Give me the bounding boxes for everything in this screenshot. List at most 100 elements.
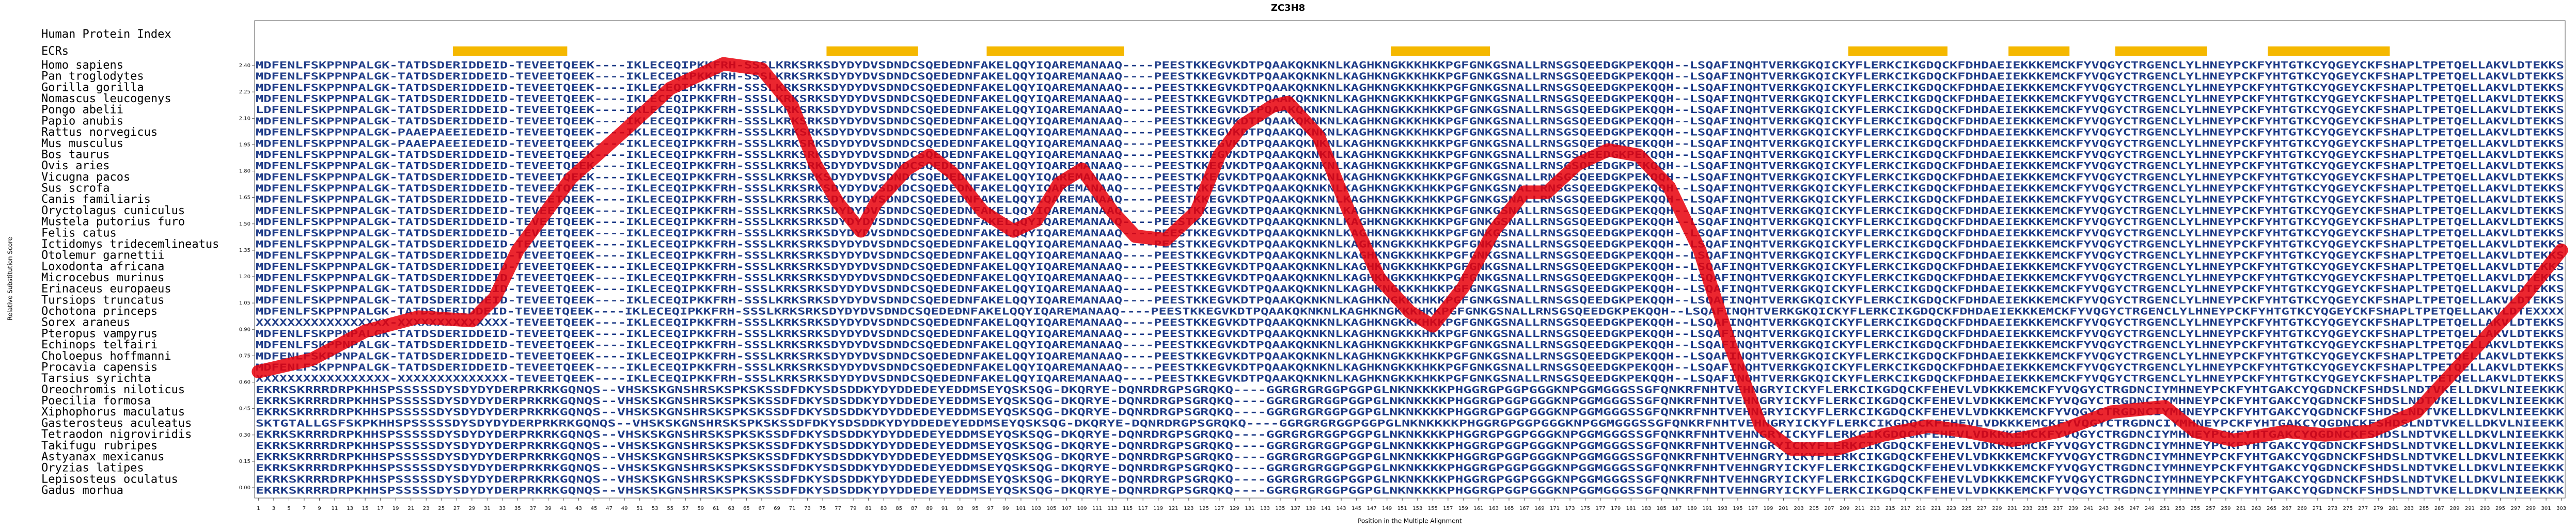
x-tick-label: 47 xyxy=(606,506,612,511)
x-tick-label: 151 xyxy=(1397,506,1407,511)
x-tick-label: 293 xyxy=(2480,506,2490,511)
x-tick-label: 189 xyxy=(1687,506,1697,511)
y-tick-label: 1.05 xyxy=(239,300,250,306)
x-tick-label: 137 xyxy=(1291,506,1300,511)
x-tick-label: 211 xyxy=(1855,506,1865,511)
sequence: MDFENLFSKPPNPALGK-TATDSDERIDDEID-TEVEETQ… xyxy=(256,272,2564,284)
x-tick-label: 175 xyxy=(1580,506,1590,511)
x-tick-label: 101 xyxy=(1016,506,1026,511)
x-tick-label: 221 xyxy=(1931,506,1941,511)
x-tick-label: 271 xyxy=(2313,506,2322,511)
x-tick-label: 155 xyxy=(1428,506,1438,511)
x-tick-label: 31 xyxy=(484,506,491,511)
species-label: Papio anubis xyxy=(41,115,123,127)
x-tick-label: 199 xyxy=(1763,506,1773,511)
y-tick-label: 1.35 xyxy=(239,248,250,253)
x-tick-label: 45 xyxy=(591,506,598,511)
species-label: Oryctolagus cuniculus xyxy=(41,204,185,217)
x-tick-label: 111 xyxy=(1092,506,1102,511)
x-tick-label: 129 xyxy=(1230,506,1239,511)
species-label: Felis catus xyxy=(41,227,117,239)
x-tick-label: 237 xyxy=(2053,506,2063,511)
species-label: Erinaceus europaeus xyxy=(41,283,171,296)
ecr-label: ECRs xyxy=(41,45,69,58)
x-tick-label: 153 xyxy=(1412,506,1422,511)
x-tick-label: 263 xyxy=(2251,506,2261,511)
x-tick-label: 285 xyxy=(2419,506,2429,511)
x-tick-label: 5 xyxy=(287,506,290,511)
x-tick-label: 123 xyxy=(1184,506,1193,511)
y-tick-label: 0.90 xyxy=(239,327,250,332)
plot-frame xyxy=(254,20,2566,499)
x-tick-label: 249 xyxy=(2145,506,2155,511)
ecr-region xyxy=(986,46,1124,56)
x-tick-label: 81 xyxy=(865,506,872,511)
x-tick-label: 159 xyxy=(1458,506,1468,511)
x-tick-label: 171 xyxy=(1550,506,1560,511)
x-tick-label: 75 xyxy=(820,506,826,511)
x-tick-label: 173 xyxy=(1565,506,1575,511)
x-tick-label: 25 xyxy=(438,506,445,511)
x-tick-label: 49 xyxy=(621,506,628,511)
x-tick-label: 165 xyxy=(1504,506,1514,511)
sequence: MDFENLFSKPPNPALGK-TATDSDERIDDEID-TEVEETQ… xyxy=(256,216,2564,228)
sequence: MDFENLFSKPPNPALGK-TATDSDERIDDEID-TEVEETQ… xyxy=(256,161,2564,172)
x-tick-label: 89 xyxy=(926,506,933,511)
sequence: EKRKSKRRRDRPKHHSPSSSSSDYSDYDYDERPRKRKGQN… xyxy=(256,462,2565,474)
sequence: XXXXXXXXXXXXXXXXX-XXXXXXXXXXXXXX-TEVEETQ… xyxy=(256,317,2564,328)
x-tick-label: 11 xyxy=(332,506,338,511)
x-tick-label: 269 xyxy=(2297,506,2307,511)
sequence: MDFENLFSKPPNPALGK-TATDSDERIDDEID-TEVEETQ… xyxy=(256,149,2564,161)
x-tick-label: 21 xyxy=(407,506,414,511)
species-label: Ictidomys tridecemlineatus xyxy=(41,238,219,251)
y-tick-label: 0.00 xyxy=(239,485,250,491)
x-tick-label: 187 xyxy=(1672,506,1682,511)
sequence: XXXXXXXXXXXXXXXXX-XXXXXXXXXXXXXX-TEVEETQ… xyxy=(256,373,2564,384)
x-tick-label: 121 xyxy=(1169,506,1179,511)
x-tick-label: 303 xyxy=(2556,506,2566,511)
x-tick-label: 289 xyxy=(2449,506,2459,511)
species-label: Gadus morhua xyxy=(41,484,123,497)
x-tick-label: 225 xyxy=(1961,506,1971,511)
x-tick-label: 227 xyxy=(1977,506,1987,511)
x-tick-label: 125 xyxy=(1199,506,1209,511)
x-tick-label: 201 xyxy=(1779,506,1788,511)
sequence: EKRKSKRRRDRPKHHSPSSSSSDYSDYDYDERPRKRKGQN… xyxy=(256,395,2565,407)
x-tick-label: 53 xyxy=(652,506,658,511)
x-tick-label: 143 xyxy=(1337,506,1346,511)
x-tick-label: 253 xyxy=(2175,506,2185,511)
x-tick-label: 127 xyxy=(1214,506,1224,511)
x-axis-label: Position in the Multiple Alignment xyxy=(1358,518,1462,525)
x-tick-label: 177 xyxy=(1596,506,1606,511)
x-tick-label: 73 xyxy=(804,506,811,511)
sequence: MDFENLFSKPPNPALGK-TATDSDERIDDEID-TEVEETQ… xyxy=(256,71,2564,82)
x-tick-label: 205 xyxy=(1809,506,1819,511)
substitution-curve xyxy=(252,57,2568,456)
species-label: Procavia capensis xyxy=(41,361,158,374)
species-label: Loxodonta africana xyxy=(41,260,164,273)
ecr-region xyxy=(1391,46,1490,56)
species-label: Ochotona princeps xyxy=(41,305,158,318)
x-tick-label: 85 xyxy=(896,506,902,511)
sequence: MDFENLFSKPPNPALGK-TATDSDERIDDEID-TEVEETQ… xyxy=(256,283,2564,295)
species-label: Tetraodon nigroviridis xyxy=(41,428,192,441)
species-label: Pongo abelii xyxy=(41,104,123,117)
ecr-region xyxy=(826,46,918,56)
x-tick-label: 63 xyxy=(728,506,734,511)
x-tick-label: 55 xyxy=(667,506,673,511)
x-tick-label: 19 xyxy=(392,506,399,511)
y-tick-label: 1.20 xyxy=(239,274,250,280)
x-tick-label: 17 xyxy=(377,506,384,511)
x-tick-label: 27 xyxy=(453,506,460,511)
species-label: Pan troglodytes xyxy=(41,70,144,83)
y-tick-label: 1.95 xyxy=(239,142,250,148)
x-tick-label: 283 xyxy=(2404,506,2414,511)
x-tick-label: 239 xyxy=(2068,506,2078,511)
x-tick-label: 147 xyxy=(1367,506,1377,511)
species-label: Homo sapiens xyxy=(41,59,123,72)
species-label: Oryzias latipes xyxy=(41,462,144,475)
x-tick-label: 267 xyxy=(2282,506,2292,511)
x-tick-label: 149 xyxy=(1382,506,1392,511)
x-tick-label: 141 xyxy=(1321,506,1331,511)
species-label: Canis familiaris xyxy=(41,193,151,206)
